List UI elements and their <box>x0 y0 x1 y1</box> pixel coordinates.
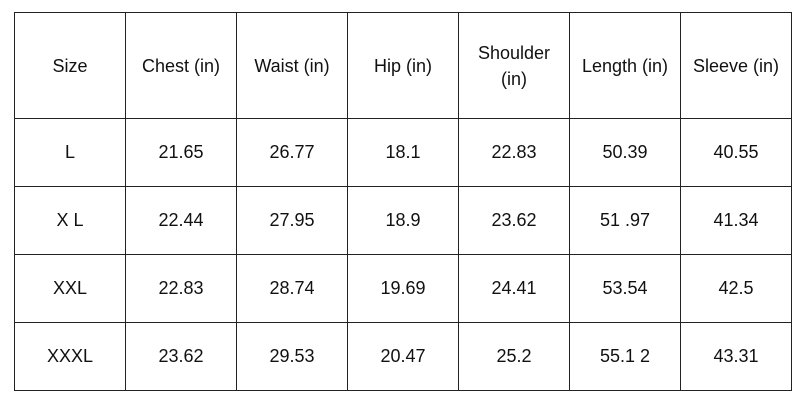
header-row: Size Chest (in) Waist (in) Hip (in) Shoulder… <box>14 12 792 119</box>
header-text: Hip (in) <box>373 55 432 76</box>
size-cell: X L <box>14 186 126 255</box>
table-row: XXXL 23.62 29.53 20.47 25.2 55.1 2 43.31 <box>14 322 792 391</box>
measure-cell: 51 .97 <box>569 186 681 255</box>
size-cell: XXL <box>14 254 126 323</box>
measure-cell: 53.54 <box>569 254 681 323</box>
measure-cell: 55.1 2 <box>569 322 681 391</box>
header-text: Length (in) <box>581 55 669 76</box>
header-cell: Hip (in) <box>347 12 459 119</box>
measure-cell: 40.55 <box>680 118 792 187</box>
measure-cell: 19.69 <box>347 254 459 323</box>
header-text: Waist (in) <box>254 55 330 76</box>
measure-cell: 42.5 <box>680 254 792 323</box>
size-cell: XXXL <box>14 322 126 391</box>
header-text: Size <box>52 55 88 76</box>
measure-cell: 50.39 <box>569 118 681 187</box>
measure-cell: 25.2 <box>458 322 570 391</box>
header-cell: Waist (in) <box>236 12 348 119</box>
measure-cell: 24.41 <box>458 254 570 323</box>
header-cell: Chest (in) <box>125 12 237 119</box>
table-body: L 21.65 26.77 18.1 22.83 50.39 40.55 X L 22.44 27… <box>14 118 792 391</box>
measure-cell: 43.31 <box>680 322 792 391</box>
measure-cell: 22.83 <box>125 254 237 323</box>
measure-cell: 20.47 <box>347 322 459 391</box>
size-cell: L <box>14 118 126 187</box>
measure-cell: 22.44 <box>125 186 237 255</box>
table-row: L 21.65 26.77 18.1 22.83 50.39 40.55 <box>14 118 792 187</box>
measure-cell: 22.83 <box>458 118 570 187</box>
measure-cell: 29.53 <box>236 322 348 391</box>
table-row: XXL 22.83 28.74 19.69 24.41 53.54 42.5 <box>14 254 792 323</box>
measure-cell: 18.1 <box>347 118 459 187</box>
measure-cell: 28.74 <box>236 254 348 323</box>
header-cell: Shoulder (in) <box>458 12 570 119</box>
header-cell: Sleeve (in) <box>680 12 792 119</box>
measure-cell: 27.95 <box>236 186 348 255</box>
header-cell: Length (in) <box>569 12 681 119</box>
header-text: Sleeve (in) <box>692 55 780 76</box>
measure-cell: 18.9 <box>347 186 459 255</box>
measure-cell: 26.77 <box>236 118 348 187</box>
size-table: Size Chest (in) Waist (in) Hip (in) Shoulder… <box>14 12 792 391</box>
measure-cell: 23.62 <box>125 322 237 391</box>
header-text: Shoulder (in) <box>477 42 551 89</box>
table-row: X L 22.44 27.95 18.9 23.62 51 .97 41.34 <box>14 186 792 255</box>
measure-cell: 23.62 <box>458 186 570 255</box>
measure-cell: 41.34 <box>680 186 792 255</box>
header-cell: Size <box>14 12 126 119</box>
measure-cell: 21.65 <box>125 118 237 187</box>
header-text: Chest (in) <box>141 55 221 76</box>
